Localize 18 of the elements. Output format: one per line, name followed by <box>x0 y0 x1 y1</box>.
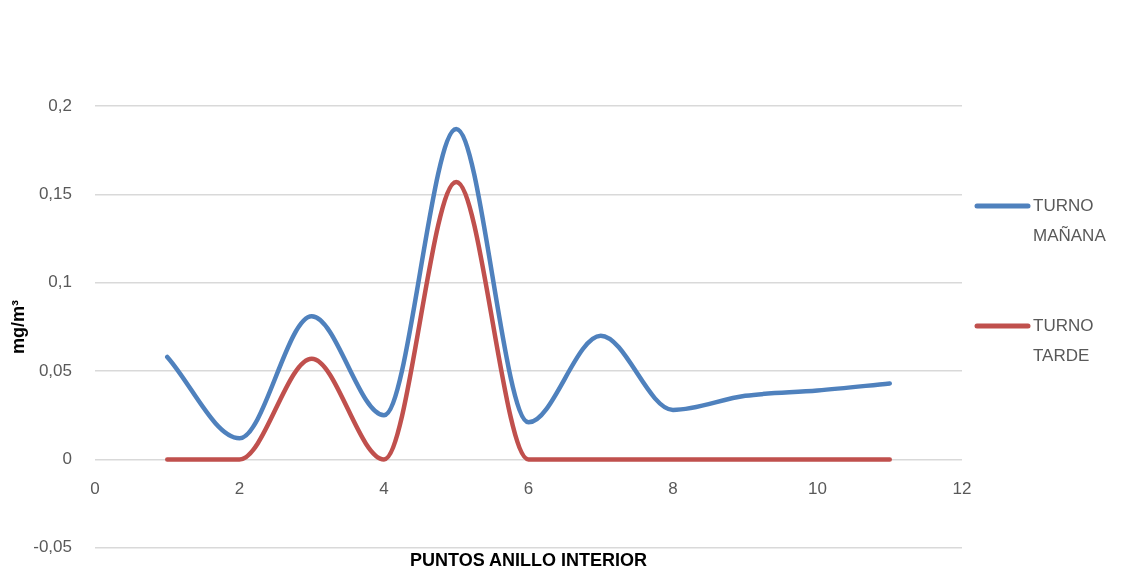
x-tick-label: 10 <box>808 479 827 499</box>
y-tick-label: 0,1 <box>48 272 72 292</box>
y-tick-label: 0 <box>62 449 72 469</box>
y-tick-label: 0,15 <box>38 184 72 204</box>
x-tick-label: 12 <box>952 479 972 499</box>
legend-label: TURNO TARDE <box>1033 315 1094 365</box>
y-tick-label: -0,05 <box>33 537 72 557</box>
x-tick-label: 2 <box>234 479 245 499</box>
x-axis-title: PUNTOS ANILLO INTERIOR <box>409 549 648 570</box>
y-axis-title: mg/m³ <box>7 299 28 354</box>
x-tick-label: 0 <box>90 479 100 499</box>
x-tick-label: 8 <box>668 479 678 499</box>
x-tick-label: 4 <box>379 479 389 499</box>
y-tick-label: 0,05 <box>38 360 72 380</box>
x-tick-label: 6 <box>523 479 534 499</box>
line-series <box>165 126 892 441</box>
y-tick-label: 0,2 <box>48 95 72 115</box>
legend-label: TURNO MAÑANA <box>1033 195 1107 245</box>
